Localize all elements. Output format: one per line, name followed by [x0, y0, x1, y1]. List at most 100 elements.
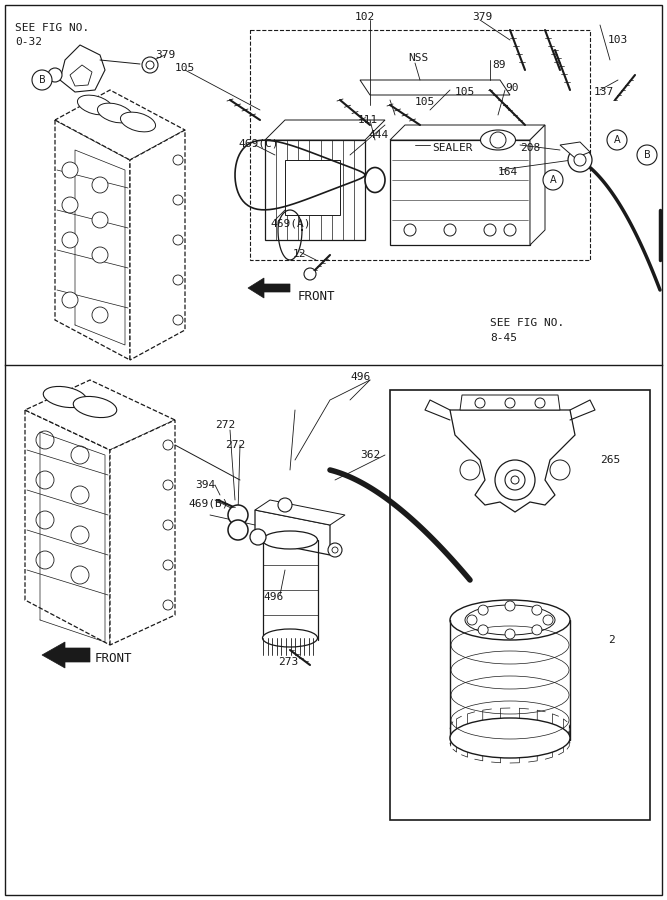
Circle shape — [228, 505, 248, 525]
Circle shape — [173, 195, 183, 205]
Polygon shape — [248, 278, 290, 298]
Circle shape — [71, 566, 89, 584]
Circle shape — [142, 57, 158, 73]
Text: 0-32: 0-32 — [15, 37, 42, 47]
Circle shape — [92, 247, 108, 263]
Circle shape — [550, 460, 570, 480]
Ellipse shape — [365, 167, 385, 193]
Circle shape — [173, 155, 183, 165]
Circle shape — [505, 601, 515, 611]
Text: B: B — [39, 75, 45, 85]
Text: NSS: NSS — [408, 53, 428, 63]
Polygon shape — [130, 130, 185, 360]
Polygon shape — [110, 420, 175, 645]
Circle shape — [475, 398, 485, 408]
Circle shape — [574, 154, 586, 166]
Circle shape — [228, 520, 248, 540]
Circle shape — [467, 615, 477, 625]
Text: 444: 444 — [368, 130, 388, 140]
Text: 8-45: 8-45 — [490, 333, 517, 343]
Polygon shape — [42, 642, 90, 668]
Circle shape — [36, 431, 54, 449]
Text: SEE FIG NO.: SEE FIG NO. — [490, 318, 564, 328]
Polygon shape — [390, 140, 530, 245]
Circle shape — [404, 224, 416, 236]
Text: SEALER: SEALER — [432, 143, 472, 153]
Ellipse shape — [73, 396, 117, 418]
Text: 379: 379 — [472, 12, 492, 22]
Text: 469(C): 469(C) — [238, 139, 279, 149]
Text: 496: 496 — [350, 372, 370, 382]
Polygon shape — [360, 80, 510, 95]
Ellipse shape — [97, 104, 133, 123]
Text: 164: 164 — [498, 167, 518, 177]
Circle shape — [511, 476, 519, 484]
Circle shape — [92, 212, 108, 228]
Polygon shape — [60, 45, 105, 92]
Circle shape — [250, 529, 266, 545]
Circle shape — [173, 315, 183, 325]
Circle shape — [173, 235, 183, 245]
Polygon shape — [265, 140, 365, 240]
Text: 273: 273 — [278, 657, 298, 667]
Text: 379: 379 — [155, 50, 175, 60]
Circle shape — [92, 307, 108, 323]
Circle shape — [163, 600, 173, 610]
Circle shape — [328, 543, 342, 557]
Text: 105: 105 — [415, 97, 436, 107]
Text: 102: 102 — [355, 12, 376, 22]
Circle shape — [62, 232, 78, 248]
Circle shape — [505, 629, 515, 639]
Text: 105: 105 — [455, 87, 476, 97]
Circle shape — [484, 224, 496, 236]
Circle shape — [607, 130, 627, 150]
Polygon shape — [250, 30, 590, 260]
Circle shape — [36, 511, 54, 529]
Text: 469(B): 469(B) — [188, 498, 229, 508]
Polygon shape — [255, 510, 330, 555]
Polygon shape — [55, 120, 130, 360]
Text: A: A — [614, 135, 620, 145]
Polygon shape — [560, 142, 590, 158]
Text: 208: 208 — [520, 143, 540, 153]
Text: 105: 105 — [175, 63, 195, 73]
Polygon shape — [390, 125, 545, 140]
Polygon shape — [255, 500, 345, 525]
Text: 265: 265 — [600, 455, 620, 465]
Ellipse shape — [480, 130, 516, 150]
Polygon shape — [460, 395, 560, 410]
Ellipse shape — [450, 600, 570, 640]
Ellipse shape — [263, 531, 317, 549]
Circle shape — [543, 615, 553, 625]
Text: 12: 12 — [293, 249, 307, 259]
Circle shape — [92, 177, 108, 193]
Circle shape — [532, 605, 542, 615]
Circle shape — [505, 398, 515, 408]
Circle shape — [32, 70, 52, 90]
Text: 111: 111 — [358, 115, 378, 125]
Circle shape — [543, 170, 563, 190]
Circle shape — [163, 480, 173, 490]
Circle shape — [71, 486, 89, 504]
Circle shape — [478, 605, 488, 615]
Text: 272: 272 — [225, 440, 245, 450]
Bar — [285, 160, 340, 215]
Circle shape — [36, 551, 54, 569]
Ellipse shape — [263, 629, 317, 647]
Text: 469(A): 469(A) — [270, 219, 311, 229]
Circle shape — [278, 498, 292, 512]
Text: SEE FIG NO.: SEE FIG NO. — [15, 23, 89, 33]
Circle shape — [62, 197, 78, 213]
Text: 89: 89 — [492, 60, 506, 70]
Ellipse shape — [450, 718, 570, 758]
Circle shape — [332, 547, 338, 553]
Text: 2: 2 — [608, 635, 615, 645]
Text: A: A — [550, 175, 556, 185]
Circle shape — [48, 68, 62, 82]
Text: 362: 362 — [360, 450, 380, 460]
Polygon shape — [70, 65, 92, 86]
Circle shape — [637, 145, 657, 165]
Circle shape — [62, 162, 78, 178]
Circle shape — [504, 224, 516, 236]
Text: 394: 394 — [195, 480, 215, 490]
